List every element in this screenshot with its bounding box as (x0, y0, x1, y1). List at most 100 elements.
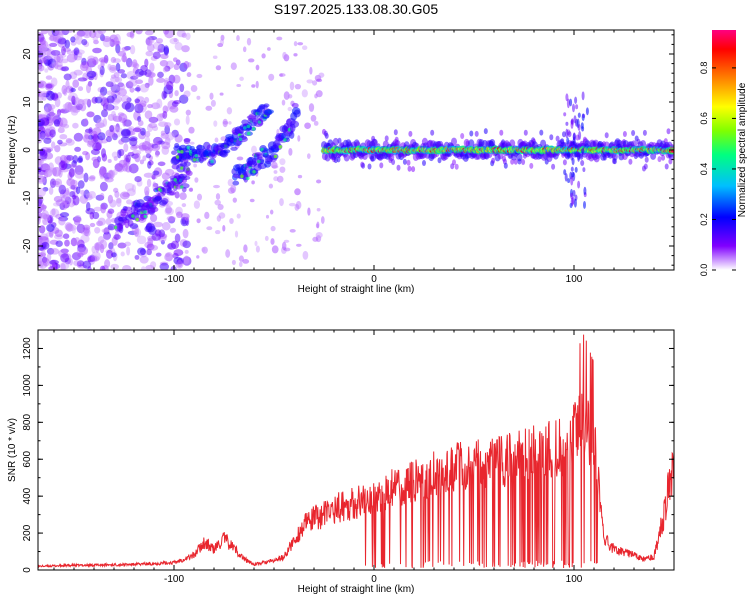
spectrogram-cell (38, 211, 43, 220)
spectrogram-cell (38, 32, 44, 37)
spectrogram-cell (143, 214, 148, 219)
spectrogram-cell (294, 203, 300, 211)
spectrogram-cell (164, 124, 171, 135)
spectrogram-cell (474, 130, 479, 137)
spectrogram-cell (225, 249, 231, 258)
spectrogram-cell (257, 120, 262, 124)
spectrogram-cell (51, 62, 58, 69)
spectrogram-cell (304, 122, 311, 129)
spectrogram-cell (108, 170, 114, 179)
spectrogram-cell (39, 45, 48, 54)
spectrogram-cell (164, 30, 175, 39)
spectrogram-cell (582, 167, 586, 172)
spectrogram-cell (134, 176, 142, 183)
spectrogram-cell (109, 38, 115, 48)
spectrogram-cell (144, 30, 154, 36)
spectrogram-cell (185, 32, 191, 41)
spectrogram-cell (50, 49, 61, 56)
spectrogram-cell (72, 55, 83, 61)
spectrogram-cell (549, 134, 554, 141)
x-tick-label: 0 (371, 274, 377, 285)
spectrogram-cell (74, 172, 85, 179)
spectrogram-cell (73, 260, 81, 267)
spectrogram-cell (189, 141, 195, 145)
spectrogram-cell (40, 250, 46, 259)
spectrogram-cell (92, 36, 99, 42)
spectrogram-cell (161, 141, 171, 150)
spectrogram-cell (293, 53, 298, 57)
spectrogram-cell (185, 170, 193, 177)
spectrogram-cell (59, 109, 70, 114)
spectrogram-cell (138, 142, 147, 152)
spectrogram-cell (87, 134, 94, 140)
spectrogram-cell (60, 107, 69, 114)
spectrogram-cell (74, 146, 82, 152)
spectrogram-cell (81, 38, 88, 46)
spectrogram-cell (145, 223, 156, 233)
spectrogram-cell (120, 251, 125, 257)
spectrogram-cell (555, 135, 560, 142)
spectrogram-cell (180, 213, 190, 220)
spectrogram-cell (49, 129, 56, 138)
spectrogram-cell (143, 210, 147, 214)
spectrogram-cell (139, 83, 149, 93)
spectrogram-cell (147, 161, 152, 169)
spectrogram-cell (83, 117, 89, 127)
spectrogram-cell (315, 231, 323, 239)
spectrogram-cell (247, 58, 255, 63)
spectrogram-cell (577, 180, 581, 189)
spectrogram-cell (144, 147, 152, 155)
spectrogram-cell (44, 68, 49, 73)
spectrogram-cell (281, 99, 286, 106)
spectrogram-cell (99, 65, 105, 76)
spectrogram-cell (114, 76, 123, 83)
spectrogram-cell (103, 231, 111, 240)
spectrogram-cell (177, 259, 183, 268)
spectrogram-cell (75, 186, 81, 195)
spectrogram-cell (96, 119, 105, 128)
spectrogram-cell (161, 172, 170, 180)
spectrogram-cell (238, 255, 244, 262)
spectrogram-cell (99, 92, 105, 100)
spectrogram-ylabel: Frequency (Hz) (7, 116, 18, 185)
x-tick-label: 100 (566, 274, 583, 285)
spectrogram-cell (236, 213, 241, 219)
spectrogram-cell (38, 175, 46, 185)
spectrogram-cell (187, 62, 192, 68)
spectrogram-cell (186, 72, 192, 78)
spectrogram-cell (316, 78, 323, 83)
spectrogram-cell (42, 257, 50, 267)
spectrogram-cell (269, 209, 274, 215)
spectrogram-cell (570, 119, 574, 125)
spectrogram-cell (124, 46, 132, 51)
spectrogram-cell (66, 178, 76, 187)
spectrogram-cell (96, 156, 101, 163)
spectrogram-cell (239, 76, 244, 81)
spectrogram-cell (52, 35, 60, 43)
spectrogram-cell (38, 167, 42, 173)
spectrogram-cell (661, 154, 666, 161)
spectrogram-cell (149, 206, 159, 213)
snr-xlabel: Height of straight line (km) (298, 584, 415, 595)
spectrogram-cell (65, 104, 73, 113)
spectrogram-cell (102, 36, 112, 42)
spectrogram-cell (183, 60, 190, 69)
spectrogram-cell (240, 174, 244, 179)
spectrogram-cell (114, 225, 118, 230)
spectrogram-cell (38, 33, 45, 43)
spectrogram-cell (61, 45, 66, 56)
spectrogram-cell (337, 137, 342, 144)
spectrogram-cell (160, 132, 170, 139)
spectrogram-cell (126, 97, 132, 103)
spectrogram-cell (236, 156, 244, 161)
spectrogram-cell (109, 64, 117, 71)
spectrogram-cell (509, 139, 516, 148)
spectrogram-cell (44, 106, 49, 116)
spectrogram-cell (58, 216, 69, 222)
spectrogram-cell (161, 221, 171, 231)
spectrogram-cell (120, 73, 128, 79)
spectrogram-cell (99, 166, 107, 176)
spectrogram-cell (146, 178, 152, 188)
spectrogram-cell (55, 199, 66, 207)
spectrogram-cell (188, 150, 193, 154)
